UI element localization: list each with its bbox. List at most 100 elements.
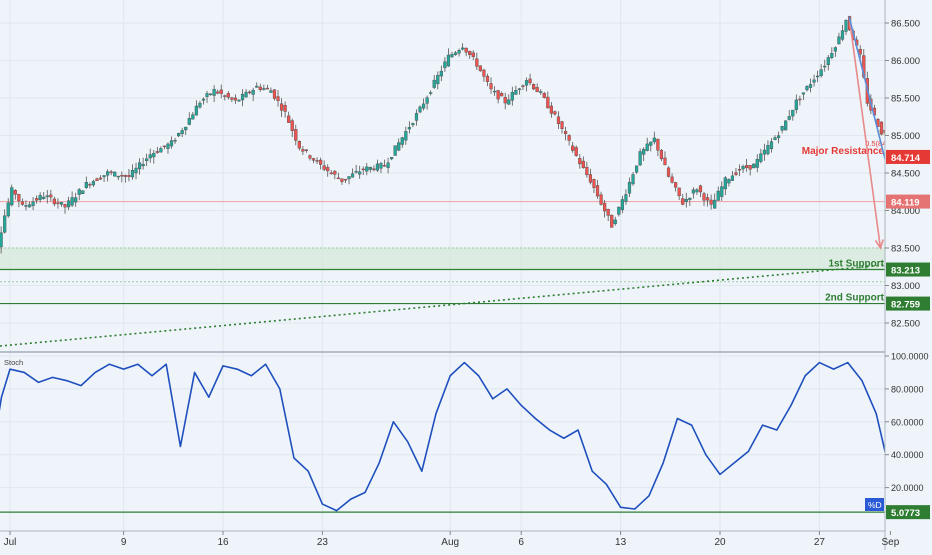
stoch-point bbox=[648, 495, 649, 496]
candle-down bbox=[124, 175, 127, 176]
candle-down bbox=[546, 97, 549, 108]
price-badge-label: 84.714 bbox=[891, 153, 921, 164]
candle-up bbox=[827, 57, 830, 64]
candle-up bbox=[181, 130, 184, 133]
candle-down bbox=[500, 93, 503, 96]
candle-up bbox=[518, 89, 521, 90]
candle-up bbox=[422, 104, 425, 108]
stoch-point bbox=[364, 492, 365, 493]
candle-up bbox=[213, 89, 216, 95]
x-tick-label: 9 bbox=[121, 537, 127, 548]
candle-up bbox=[25, 205, 28, 206]
price-badge-label: 84.119 bbox=[891, 198, 920, 209]
candle-down bbox=[344, 179, 347, 180]
stoch-point bbox=[861, 380, 862, 381]
candle-down bbox=[17, 194, 20, 201]
candle-down bbox=[699, 186, 702, 192]
major-resistance-label: Major Resistance bbox=[802, 146, 885, 157]
candle-up bbox=[81, 191, 84, 194]
candle-down bbox=[88, 184, 91, 185]
candle-up bbox=[791, 110, 794, 116]
candle-down bbox=[53, 199, 56, 204]
candle-down bbox=[529, 79, 532, 83]
x-tick-label: 16 bbox=[217, 537, 229, 548]
candle-up bbox=[724, 178, 727, 189]
stoch-tick-label: 100.0000 bbox=[891, 352, 929, 362]
candle-up bbox=[458, 50, 461, 53]
candle-up bbox=[628, 182, 631, 193]
candle-up bbox=[816, 76, 819, 77]
candle-down bbox=[504, 97, 507, 103]
candle-up bbox=[358, 172, 361, 174]
candle-down bbox=[479, 66, 482, 71]
candle-up bbox=[788, 116, 791, 119]
candle-up bbox=[67, 201, 70, 207]
candle-down bbox=[273, 90, 276, 99]
candle-down bbox=[656, 139, 659, 150]
candle-down bbox=[230, 98, 233, 100]
candle-up bbox=[841, 31, 844, 40]
candle-up bbox=[397, 143, 400, 151]
stoch-point bbox=[563, 438, 564, 439]
candle-down bbox=[319, 160, 322, 164]
stoch-point bbox=[748, 451, 749, 452]
candle-up bbox=[419, 107, 422, 112]
candle-up bbox=[447, 55, 450, 66]
candle-down bbox=[571, 146, 574, 151]
candle-up bbox=[454, 53, 457, 55]
candle-up bbox=[167, 144, 170, 149]
candle-up bbox=[131, 170, 134, 177]
candle-up bbox=[451, 54, 454, 57]
candle-up bbox=[525, 80, 528, 85]
stoch-point bbox=[790, 405, 791, 406]
candle-down bbox=[600, 195, 603, 205]
candle-down bbox=[798, 99, 801, 100]
candle-down bbox=[550, 106, 553, 113]
candle-down bbox=[575, 147, 578, 155]
candle-up bbox=[688, 198, 691, 200]
candle-down bbox=[596, 185, 599, 196]
candle-up bbox=[653, 138, 656, 142]
candle-up bbox=[39, 195, 42, 199]
candle-down bbox=[735, 173, 738, 175]
candle-down bbox=[298, 141, 301, 148]
stoch-point bbox=[350, 499, 351, 500]
stoch-point bbox=[421, 471, 422, 472]
candle-up bbox=[774, 138, 777, 140]
candle-down bbox=[585, 167, 588, 175]
stoch-tick-label: 60.0000 bbox=[891, 417, 924, 427]
candle-up bbox=[74, 198, 77, 203]
stoch-point bbox=[592, 471, 593, 472]
stoch-point bbox=[535, 418, 536, 419]
candle-up bbox=[78, 190, 81, 195]
stoch-point bbox=[450, 375, 451, 376]
stoch-point bbox=[506, 388, 507, 389]
candle-down bbox=[14, 190, 17, 194]
candle-down bbox=[96, 179, 99, 181]
candle-down bbox=[554, 112, 557, 115]
candle-down bbox=[859, 49, 862, 54]
candle-down bbox=[745, 165, 748, 167]
candle-down bbox=[671, 177, 674, 182]
candle-up bbox=[390, 157, 393, 159]
candle-down bbox=[475, 59, 478, 67]
stoch-point bbox=[208, 397, 209, 398]
stoch-point bbox=[634, 508, 635, 509]
candle-up bbox=[713, 200, 716, 208]
candle-down bbox=[128, 175, 131, 177]
candle-up bbox=[632, 175, 635, 184]
candle-up bbox=[784, 121, 787, 130]
candle-up bbox=[202, 99, 205, 100]
stoch-point bbox=[194, 372, 195, 373]
candle-up bbox=[830, 53, 833, 57]
candle-up bbox=[42, 197, 45, 199]
candle-up bbox=[7, 203, 10, 216]
candle-down bbox=[465, 48, 468, 52]
candle-up bbox=[195, 106, 198, 115]
candle-down bbox=[593, 179, 596, 188]
stoch-point bbox=[819, 362, 820, 363]
candle-up bbox=[32, 202, 35, 206]
candle-up bbox=[404, 131, 407, 140]
candle-up bbox=[3, 216, 6, 232]
